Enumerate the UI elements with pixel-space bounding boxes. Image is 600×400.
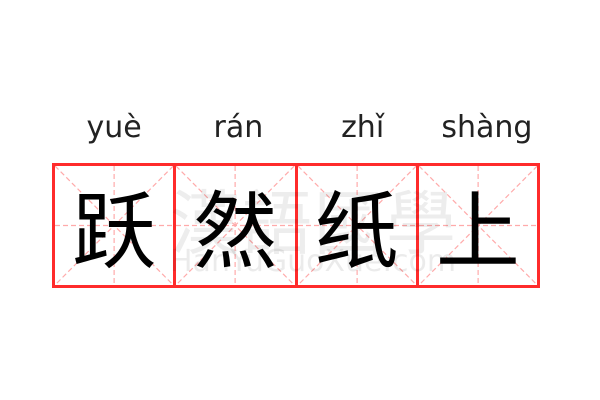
guide-lines — [176, 166, 294, 285]
character: 然 — [193, 183, 278, 281]
character: 上 — [435, 183, 520, 281]
character-cell: 纸 — [294, 163, 419, 288]
pinyin-4: shàng — [441, 110, 533, 145]
guide-lines — [419, 166, 537, 285]
character-grid: 跃 然 纸 上 — [52, 163, 549, 288]
pinyin-1: yuè — [86, 110, 142, 145]
character-cell: 然 — [173, 163, 298, 288]
character-cell: 上 — [415, 163, 540, 288]
guide-lines — [298, 166, 416, 285]
character: 纸 — [314, 183, 399, 281]
pinyin-2: rán — [213, 110, 264, 145]
watermark-chars: 漢語國學 — [170, 183, 458, 265]
guide-lines — [55, 166, 173, 285]
character: 跃 — [72, 183, 157, 281]
character-cell: 跃 — [52, 163, 177, 288]
watermark-latin: HanYuGuoXue.com — [170, 244, 457, 279]
pinyin-3: zhǐ — [341, 110, 385, 145]
pinyin-row: yuè rán zhǐ shàng — [52, 106, 549, 150]
